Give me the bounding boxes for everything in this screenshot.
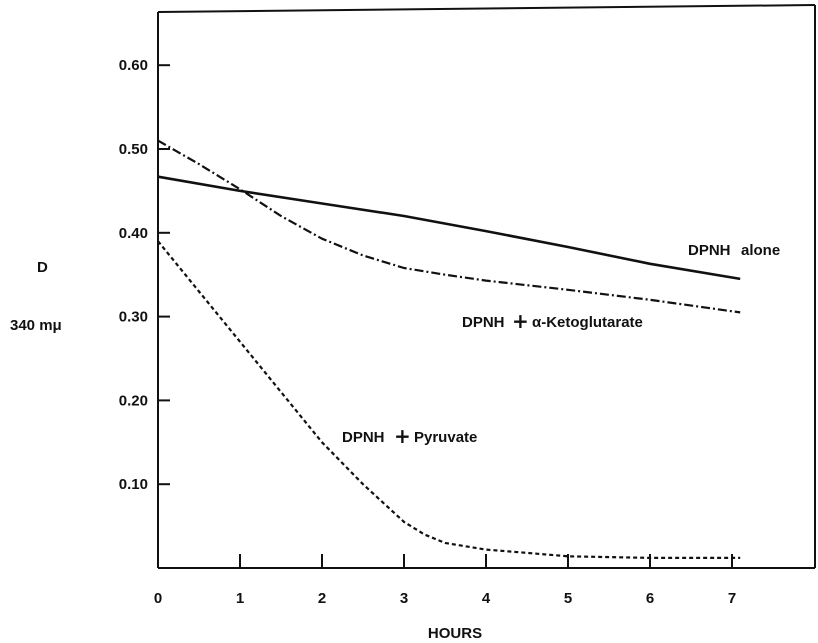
x-tick-label: 0: [154, 590, 162, 607]
x-tick-label: 1: [236, 590, 244, 607]
annotation-dpnh-pyruvate: DPNH + Pyruvate: [342, 424, 477, 448]
x-tick-label: 7: [728, 590, 736, 607]
series-line-2: [157, 139, 741, 314]
annotation-dpnh-alone-part2: alone: [741, 242, 780, 259]
plot-frame: [157, 4, 816, 569]
y-axis-label-line1: D: [37, 259, 48, 276]
y-axis-label-line2: 340 mμ: [10, 317, 62, 334]
x-tick-label: 6: [646, 590, 654, 607]
y-tick-label: 0.20: [119, 392, 148, 409]
annotation-ketoglutarate-part2: α-Ketoglutarate: [532, 314, 643, 331]
plus-icon: +: [394, 424, 411, 448]
y-tick-label: 0.10: [119, 476, 148, 493]
annotation-pyruvate-part1: DPNH: [342, 429, 385, 446]
y-tick-label: 0.30: [119, 309, 148, 326]
y-tick-label: 0.50: [119, 141, 148, 158]
annotation-dpnh-alone: DPNH alone: [688, 242, 780, 259]
top-axis: [157, 4, 816, 13]
x-tick-label: 2: [318, 590, 326, 607]
plus-icon: +: [512, 309, 529, 333]
annotation-ketoglutarate-part1: DPNH: [462, 314, 505, 331]
y-tick-label: 0.40: [119, 225, 148, 242]
annotation-pyruvate-part2: Pyruvate: [414, 429, 477, 446]
series-line-3: [157, 240, 741, 560]
annotation-dpnh-ketoglutarate: DPNH + α-Ketoglutarate: [462, 309, 643, 333]
series-lines: [157, 139, 741, 560]
x-axis-label: HOURS: [428, 625, 482, 642]
y-axis-ticks: 0.10 0.20 0.30 0.40 0.50 0.60: [119, 57, 170, 493]
x-axis-ticks: 0 1 2 3 4 5 6 7: [154, 554, 736, 607]
x-tick-label: 5: [564, 590, 572, 607]
y-tick-label: 0.60: [119, 57, 148, 74]
x-tick-label: 3: [400, 590, 408, 607]
annotation-dpnh-alone-part1: DPNH: [688, 242, 731, 259]
series-line-1: [157, 175, 741, 281]
x-tick-label: 4: [482, 590, 491, 607]
